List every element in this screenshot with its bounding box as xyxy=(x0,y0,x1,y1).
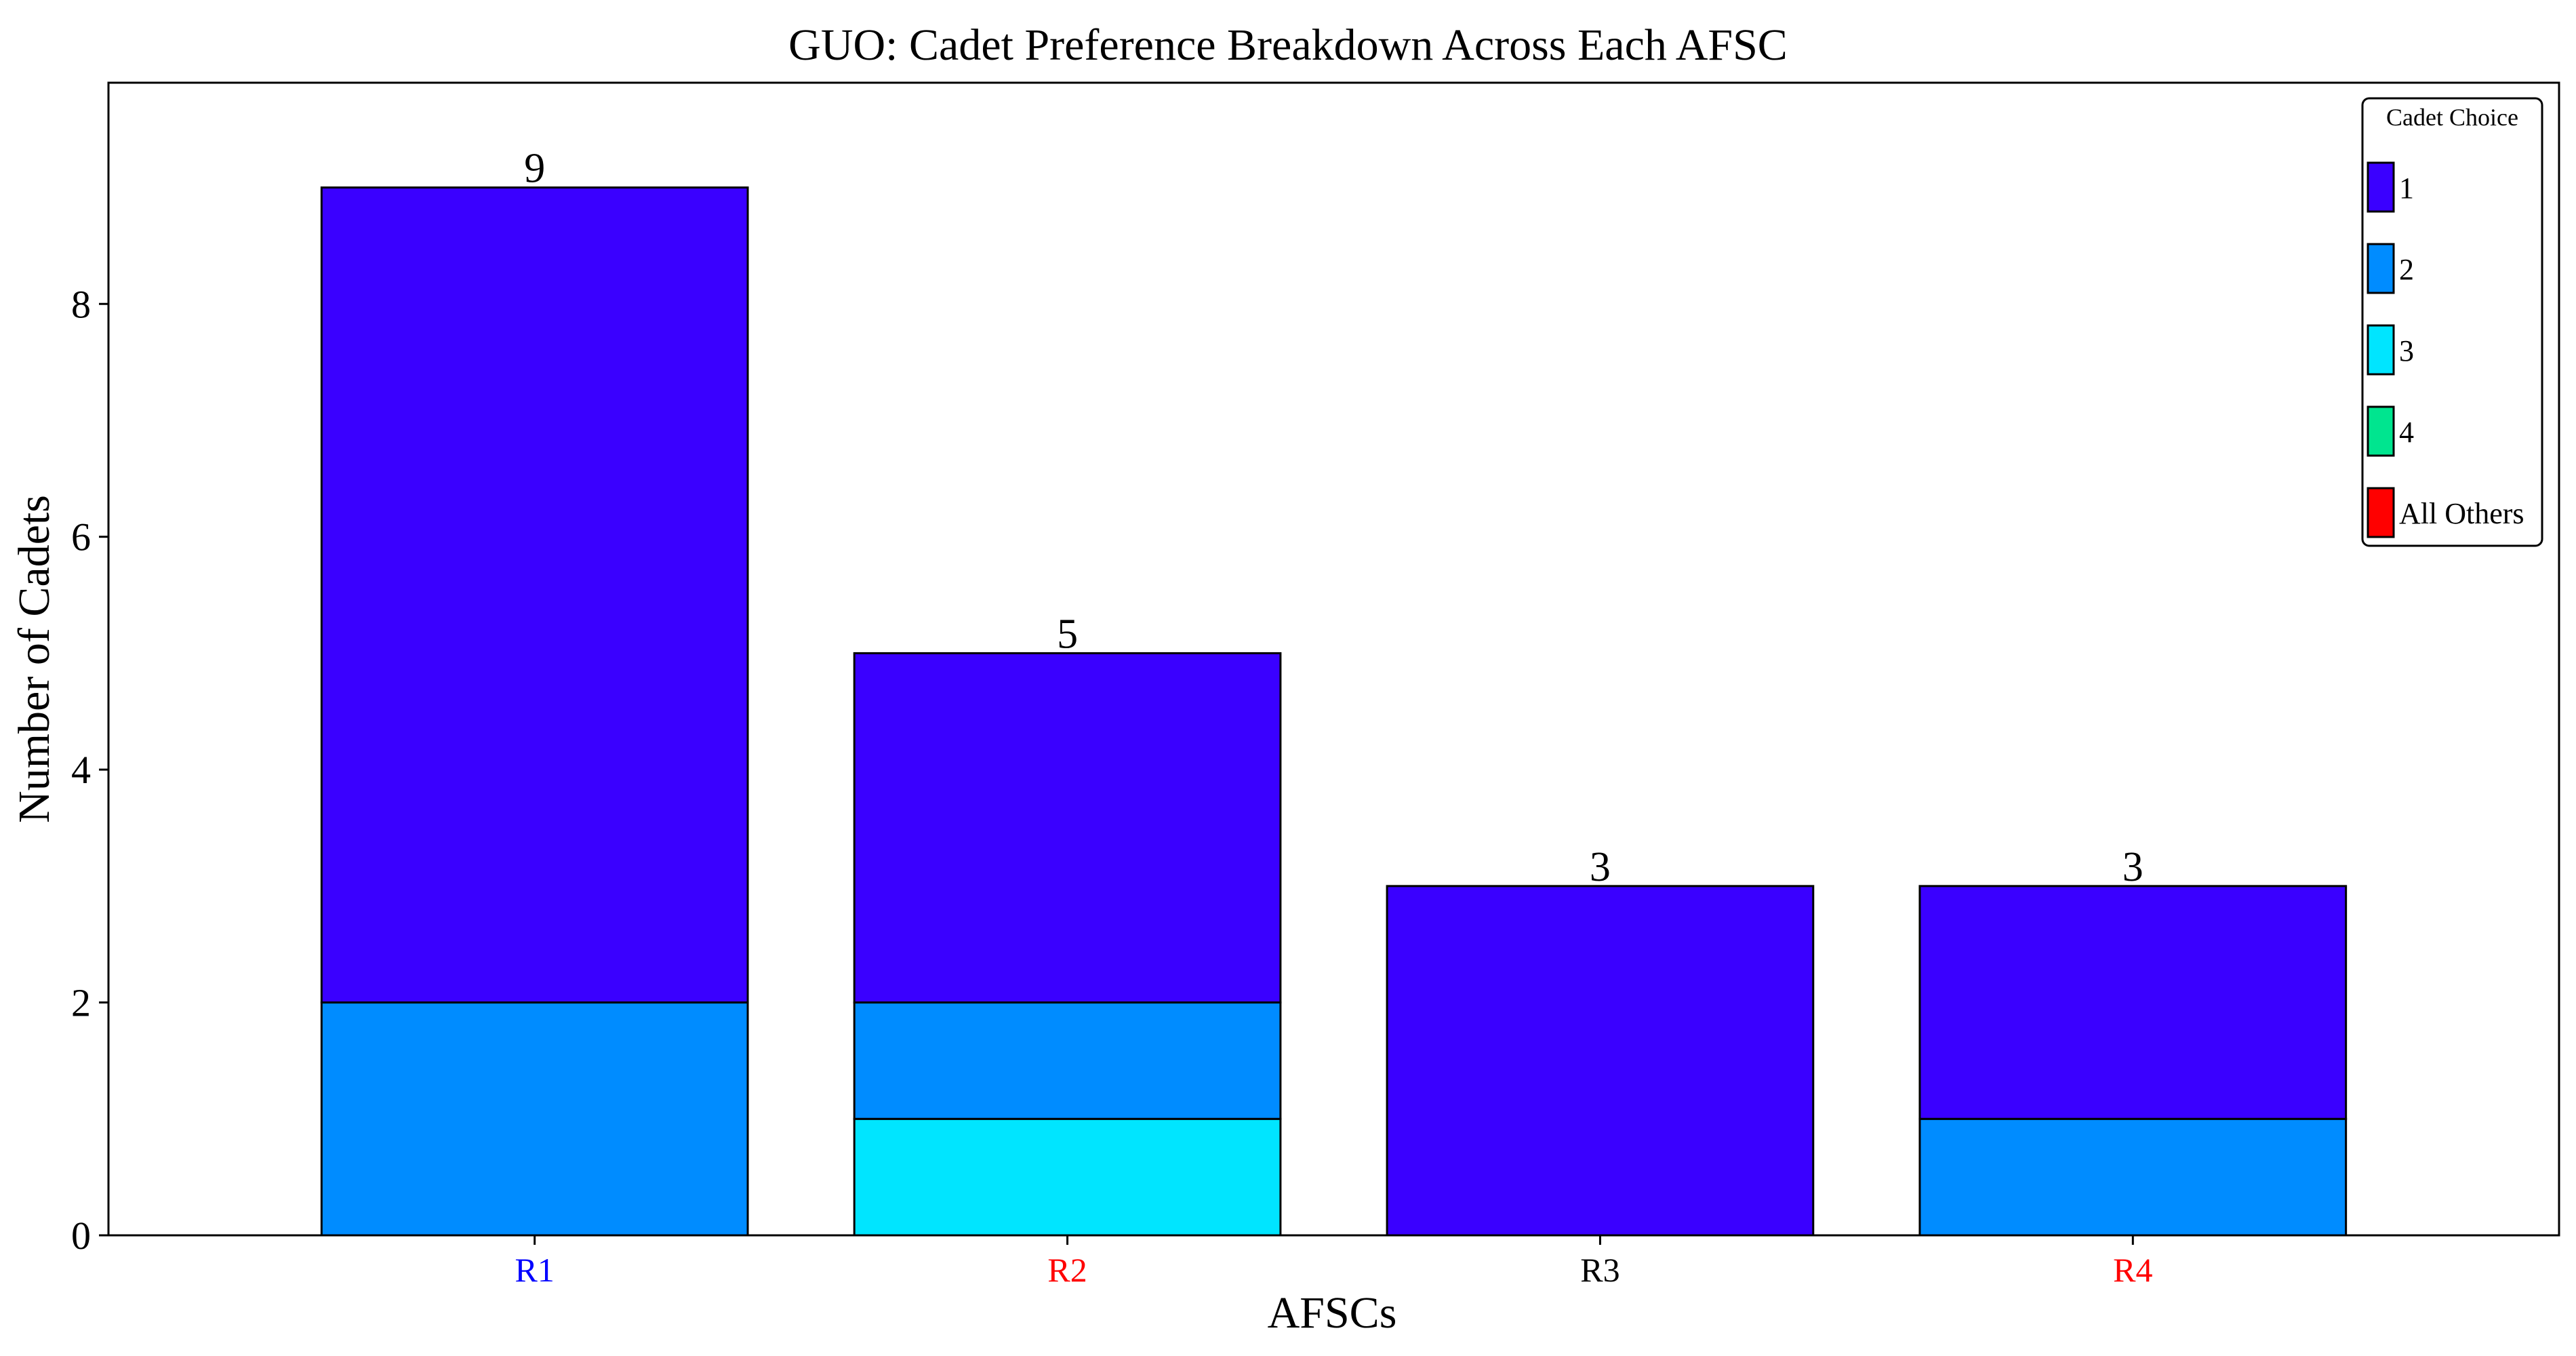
y-tick-label: 4 xyxy=(71,748,91,792)
bar-segment-r2-choice-1 xyxy=(853,652,1282,1004)
x-axis: R1 R2 R3 R4 xyxy=(515,1235,2152,1289)
bar-segment-r4-choice-1 xyxy=(1918,885,2348,1120)
legend-swatch xyxy=(2367,243,2395,294)
legend-label: 3 xyxy=(2399,334,2414,367)
legend-label: 4 xyxy=(2399,416,2414,449)
chart-title: GUO: Cadet Preference Breakdown Across E… xyxy=(788,20,1788,70)
bar-total-label: 9 xyxy=(524,146,545,192)
legend-title: Cadet Choice xyxy=(2386,104,2518,131)
y-tick-label: 0 xyxy=(71,1214,91,1258)
bar-total-label: 3 xyxy=(2122,844,2144,890)
x-tick-label: R1 xyxy=(515,1251,555,1289)
plot-area xyxy=(107,81,2560,1237)
x-tick-label: R2 xyxy=(1047,1251,1087,1289)
legend-swatch xyxy=(2367,405,2395,457)
bar-total-label: 5 xyxy=(1057,611,1078,657)
legend-label: All Others xyxy=(2399,497,2524,530)
bars-group: 9 5 3 3 xyxy=(320,146,2348,1237)
legend-frame xyxy=(2361,97,2543,547)
bar-segment-r1-choice-1 xyxy=(320,186,749,1004)
x-tick-label: R4 xyxy=(2113,1251,2152,1289)
y-axis: 0 2 4 6 8 xyxy=(71,282,108,1258)
legend-label: 2 xyxy=(2399,253,2414,286)
legend: Cadet Choice 1 2 3 4 All Others xyxy=(2361,97,2543,547)
y-axis-label: Number of Cadets xyxy=(9,495,59,823)
bar-segment-r4-choice-2 xyxy=(1918,1117,2348,1237)
bar-segment-r3-choice-1 xyxy=(1386,885,1815,1237)
legend-swatch xyxy=(2367,324,2395,376)
x-axis-label: AFSCs xyxy=(1268,1288,1397,1338)
bar-segment-r1-choice-2 xyxy=(320,1001,749,1237)
bar-total-label: 3 xyxy=(1590,844,1611,890)
legend-label: 1 xyxy=(2399,172,2414,205)
legend-swatch xyxy=(2367,161,2395,213)
bar-segment-r2-choice-2 xyxy=(853,1001,1282,1120)
y-tick-label: 8 xyxy=(71,282,91,326)
y-tick-label: 6 xyxy=(71,515,91,559)
x-tick-label: R3 xyxy=(1580,1251,1619,1289)
y-tick-label: 2 xyxy=(71,981,91,1025)
bar-segment-r2-choice-3 xyxy=(853,1117,1282,1237)
legend-swatch xyxy=(2367,487,2395,538)
